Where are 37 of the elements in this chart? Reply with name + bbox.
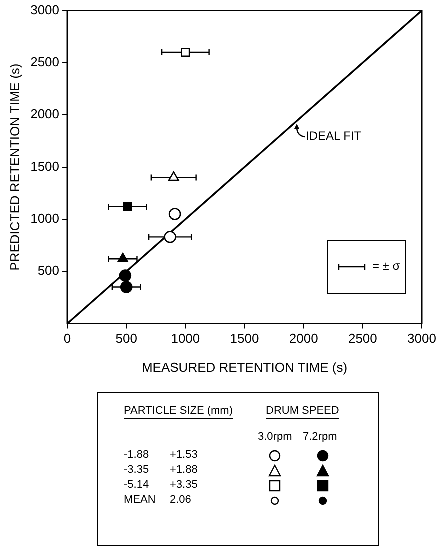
x-tick-label: 500 xyxy=(116,331,138,346)
text: PARTICLE SIZE (mm) xyxy=(124,405,233,419)
point xyxy=(168,208,182,220)
y-tick-label: 500 xyxy=(38,263,60,278)
y-tick-label: 1500 xyxy=(30,158,60,174)
x-tick-label: 2500 xyxy=(348,331,378,346)
point xyxy=(123,202,132,212)
text: 7.2rpm xyxy=(303,431,338,443)
text: 3.0rpm xyxy=(258,431,292,443)
point xyxy=(168,172,180,182)
point xyxy=(181,48,190,58)
x-tick-label: 2000 xyxy=(289,331,318,346)
x-tick-label: 1500 xyxy=(230,331,260,346)
y-tick-label: 2500 xyxy=(30,54,60,70)
y-tick-label: 1000 xyxy=(30,211,60,226)
y-tick-label: 3000 xyxy=(30,2,60,18)
text: +3.35 xyxy=(170,479,198,491)
x-tick-label: 0 xyxy=(64,331,72,346)
text: +1.88 xyxy=(170,464,198,476)
text: -3.35 xyxy=(124,464,150,476)
text: -1.88 xyxy=(124,449,150,461)
x-tick-label: 1000 xyxy=(171,331,200,346)
point xyxy=(118,252,128,263)
y-tick-label: 2000 xyxy=(30,106,60,122)
text: +1.53 xyxy=(170,449,198,461)
x-tick-label: 3000 xyxy=(408,331,436,346)
annotation: = ± σ xyxy=(372,259,400,274)
text: -5.14 xyxy=(124,479,150,491)
y-axis-title: PREDICTED RETENTION TIME (s) xyxy=(7,64,22,271)
x-axis-title: MEASURED RETENTION TIME (s) xyxy=(142,360,348,375)
text: MEAN xyxy=(124,494,156,506)
point xyxy=(120,281,133,294)
point xyxy=(164,231,176,244)
point xyxy=(119,270,132,282)
annotation: IDEAL FIT xyxy=(306,128,362,143)
text: DRUM SPEED xyxy=(266,405,340,419)
text: 2.06 xyxy=(170,494,192,506)
